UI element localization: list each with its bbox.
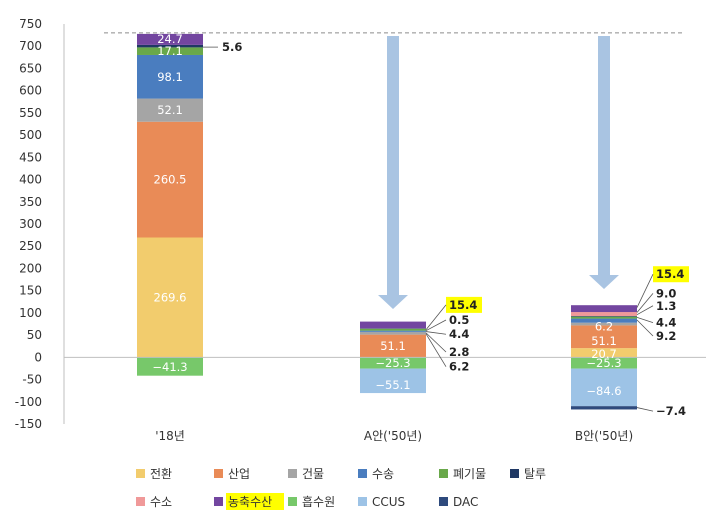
y-tick-label: -100	[15, 395, 42, 409]
y-tick-label: 200	[19, 261, 42, 275]
y-tick-label: 550	[19, 106, 42, 120]
bar-폐기물-1	[360, 329, 426, 331]
label-heupsu-a: −25.3	[375, 356, 410, 370]
label-talru-a: 0.5	[449, 313, 469, 327]
legend-label-폐기물: 폐기물	[453, 467, 486, 481]
legend-swatch-수소	[136, 497, 145, 506]
y-tick-label: 450	[19, 150, 42, 164]
y-tick-label: 650	[19, 61, 42, 75]
y-tick-label: 500	[19, 128, 42, 142]
legend-swatch-탈루	[510, 469, 519, 478]
y-tick-label: 600	[19, 84, 42, 98]
label-leader-line	[637, 306, 653, 315]
y-tick-label: -150	[15, 417, 42, 431]
bar-폐기물-2	[571, 317, 637, 319]
y-tick-label: 250	[19, 239, 42, 253]
y-tick-label: 0	[34, 350, 42, 364]
label-geonmul-18: 52.1	[157, 103, 183, 117]
bar-농축수산-2	[571, 305, 637, 312]
label-talru-18: 5.6	[222, 40, 242, 54]
y-tick-label: 400	[19, 173, 42, 187]
legend-label-탈루: 탈루	[524, 467, 546, 481]
label-leader-line	[637, 408, 653, 412]
legend-swatch-산업	[214, 469, 223, 478]
y-tick-label: 750	[19, 17, 42, 31]
label-dac-b: −7.4	[656, 404, 686, 418]
y-tick-label: -50	[22, 373, 42, 387]
y-tick-label: 300	[19, 217, 42, 231]
bar-탈루-2	[571, 316, 637, 317]
label-leader-line	[426, 305, 446, 330]
label-pegimul-18: 17.1	[157, 44, 183, 58]
legend-label-산업: 산업	[228, 467, 250, 481]
legend-swatch-수송	[358, 469, 367, 478]
legend-label-농축수산: 농축수산	[228, 495, 272, 509]
label-leader-line	[637, 320, 653, 336]
label-leader-line	[426, 320, 446, 331]
label-heupsu-b: −25.3	[586, 356, 621, 370]
label-susong-b: 9.2	[656, 329, 676, 343]
bar-DAC-2	[571, 406, 637, 409]
bar-농축수산-1	[360, 322, 426, 329]
legend-label-수소: 수소	[150, 495, 172, 509]
label-leader-line	[426, 332, 446, 335]
label-leader-line	[426, 333, 446, 352]
legend-swatch-농축수산	[214, 497, 223, 506]
legend-swatch-CCUS	[358, 497, 367, 506]
label-susong-a: 2.8	[449, 345, 469, 359]
label-heupsu-18: −41.3	[152, 360, 187, 374]
label-leader-line	[426, 334, 446, 367]
label-geonmul-b: 6.2	[595, 320, 613, 334]
label-saneop-18: 260.5	[154, 173, 187, 187]
label-nongchuk-18: 24.7	[157, 32, 183, 46]
label-pegimul-a: 4.4	[449, 327, 469, 341]
x-category-label: A안('50년)	[364, 429, 422, 443]
label-ccus-a: −55.1	[375, 378, 410, 392]
x-category-label: '18년	[155, 429, 185, 443]
label-nongchuk-b: 15.4	[656, 267, 684, 281]
bar-수송-1	[360, 331, 426, 332]
bar-건물-1	[360, 332, 426, 335]
reduction-arrow-b	[589, 36, 619, 289]
y-tick-label: 700	[19, 39, 42, 53]
y-tick-label: 350	[19, 195, 42, 209]
legend-label-전환: 전환	[150, 467, 172, 481]
legend-label-수송: 수송	[372, 467, 394, 481]
label-nongchuk-a: 15.4	[449, 298, 477, 312]
y-tick-label: 100	[19, 306, 42, 320]
x-category-label: B안('50년)	[575, 429, 633, 443]
y-tick-label: 50	[27, 328, 42, 342]
label-jeonhwan-18: 269.6	[154, 290, 187, 304]
legend-label-건물: 건물	[302, 467, 324, 481]
legend-label-CCUS: CCUS	[372, 495, 405, 509]
y-tick-label: 150	[19, 284, 42, 298]
label-susong-18: 98.1	[157, 70, 183, 84]
legend-label-흡수원: 흡수원	[302, 495, 335, 509]
legend-swatch-전환	[136, 469, 145, 478]
legend-swatch-DAC	[439, 497, 448, 506]
label-ccus-b: −84.6	[586, 384, 621, 398]
label-pegimul-b: 4.4	[656, 316, 676, 330]
legend-label-DAC: DAC	[453, 495, 478, 509]
bar-수소-2	[571, 312, 637, 316]
legend-swatch-건물	[288, 469, 297, 478]
legend-swatch-폐기물	[439, 469, 448, 478]
label-geonmul-a: 6.2	[449, 360, 469, 374]
reduction-arrow-a	[378, 36, 408, 309]
label-saneop-a: 51.1	[380, 339, 406, 353]
label-talru-b: 1.3	[656, 299, 676, 313]
legend-swatch-흡수원	[288, 497, 297, 506]
